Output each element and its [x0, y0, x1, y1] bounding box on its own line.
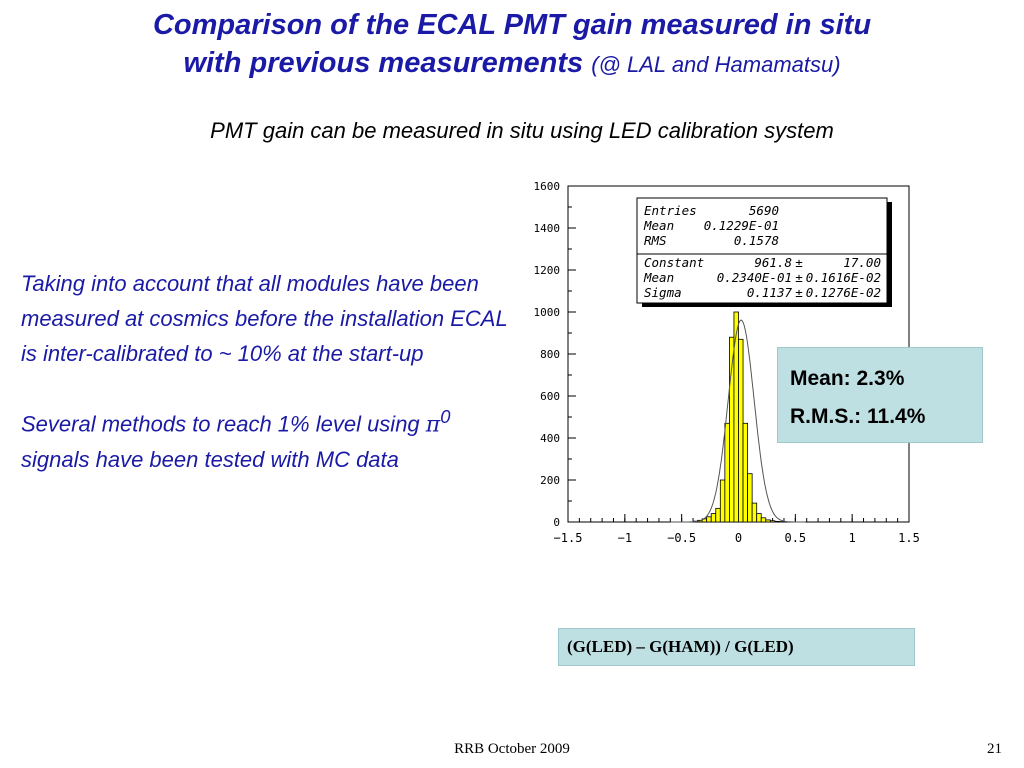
stats-plusminus: ±	[795, 255, 803, 270]
stats-label: Constant	[644, 255, 704, 270]
histogram-bar	[724, 422, 730, 523]
stats-value: 961.8	[754, 255, 792, 270]
mean-rms-callout: Mean: 2.3% R.M.S.: 11.4%	[777, 347, 983, 443]
note-intercalibration: Taking into account that all modules hav…	[21, 271, 508, 366]
histogram-bar	[774, 520, 780, 523]
histogram-bar	[738, 338, 744, 523]
pi-superscript: 0	[440, 406, 451, 427]
x-tick-label: 0.5	[784, 531, 806, 545]
callout-rms: R.M.S.: 11.4%	[790, 405, 926, 428]
title-suffix: (@ LAL and Hamamatsu)	[591, 52, 841, 77]
y-tick-label: 1600	[534, 180, 561, 193]
histogram-bar	[719, 479, 726, 523]
histogram-bar	[706, 516, 712, 523]
y-tick-label: 800	[540, 348, 560, 361]
x-tick-label: −1	[618, 531, 632, 545]
stats-plusminus: ±	[795, 285, 803, 300]
note2-before: Several methods to reach 1% level using	[21, 411, 426, 437]
x-tick-label: 1	[849, 531, 856, 545]
note-pi0-methods: Several methods to reach 1% level using …	[21, 399, 521, 477]
title-line-2: with previous measurements (@ LAL and Ha…	[40, 44, 984, 84]
stats-value: 0.2340E-01	[717, 270, 792, 285]
slide-subtitle: PMT gain can be measured in situ using L…	[210, 118, 834, 143]
y-tick-label: 600	[540, 390, 560, 403]
x-tick-label: −0.5	[667, 531, 696, 545]
stats-value: 0.1229E-01	[704, 218, 779, 233]
stats-label: RMS	[644, 233, 667, 248]
histogram-bar	[769, 520, 776, 523]
stats-plusminus: ±	[795, 270, 803, 285]
stats-label: Mean	[643, 218, 674, 233]
y-tick-label: 0	[553, 516, 560, 529]
slide-title: Comparison of the ECAL PMT gain measured…	[40, 6, 984, 84]
stats-label: Mean	[643, 270, 674, 285]
x-tick-label: −1.5	[554, 531, 583, 545]
y-axis: 0 200 400 600 800 1000 1200 1400 1600	[534, 180, 576, 529]
callout-mean: Mean: 2.3%	[790, 367, 905, 390]
y-tick-label: 1000	[534, 306, 561, 319]
note2-after: signals have been tested with MC data	[21, 447, 399, 473]
x-axis-caption: (G(LED) – G(HAM)) / G(LED)	[558, 628, 915, 666]
stats-error: 0.1276E-02	[806, 285, 881, 300]
histogram-bars	[692, 311, 785, 523]
histogram-bar	[742, 422, 748, 523]
y-tick-label: 400	[540, 432, 560, 445]
x-tick-label: 0	[735, 531, 742, 545]
stats-box-frame	[636, 197, 888, 304]
histogram-bar	[760, 517, 767, 523]
title-line-1: Comparison of the ECAL PMT gain measured…	[152, 9, 872, 41]
histogram-bar	[710, 513, 717, 523]
x-axis: −1.5 −1 −0.5 0 0.5 1 1.5	[554, 514, 920, 545]
histogram-bar	[751, 502, 758, 523]
stats-value: 5690	[749, 203, 779, 218]
y-tick-label: 200	[540, 474, 560, 487]
footer-text: RRB October 2009	[454, 741, 570, 757]
stats-error: 17.00	[843, 255, 881, 270]
gaussian-fit-curve	[670, 319, 806, 523]
histogram-bar	[756, 513, 762, 523]
gain-histogram: 0 200 400 600 800 1000 1200 1400 1600 −1.5 −1 −0.5…	[534, 180, 920, 545]
title-line-2-main: with previous measurements	[183, 47, 584, 79]
stats-error: 0.1616E-02	[806, 270, 881, 285]
pi-symbol: π	[425, 412, 441, 438]
y-tick-label: 1200	[534, 264, 561, 277]
stats-label: Entries	[644, 203, 697, 218]
stats-value: 0.1137	[747, 285, 793, 300]
histogram-bar	[765, 519, 771, 523]
histogram-bar	[715, 507, 721, 523]
histogram-bar	[747, 473, 753, 523]
y-tick-label: 1400	[534, 222, 561, 235]
stats-box: Entries 5690 Mean 0.1229E-01 RMS 0.1578 Consta…	[636, 197, 892, 307]
x-tick-label: 1.5	[898, 531, 920, 545]
notes-panel: Taking into account that all modules hav…	[21, 266, 521, 505]
page-number: 21	[987, 741, 1002, 757]
stats-value: 0.1578	[734, 233, 779, 248]
stats-label: Sigma	[644, 285, 682, 300]
